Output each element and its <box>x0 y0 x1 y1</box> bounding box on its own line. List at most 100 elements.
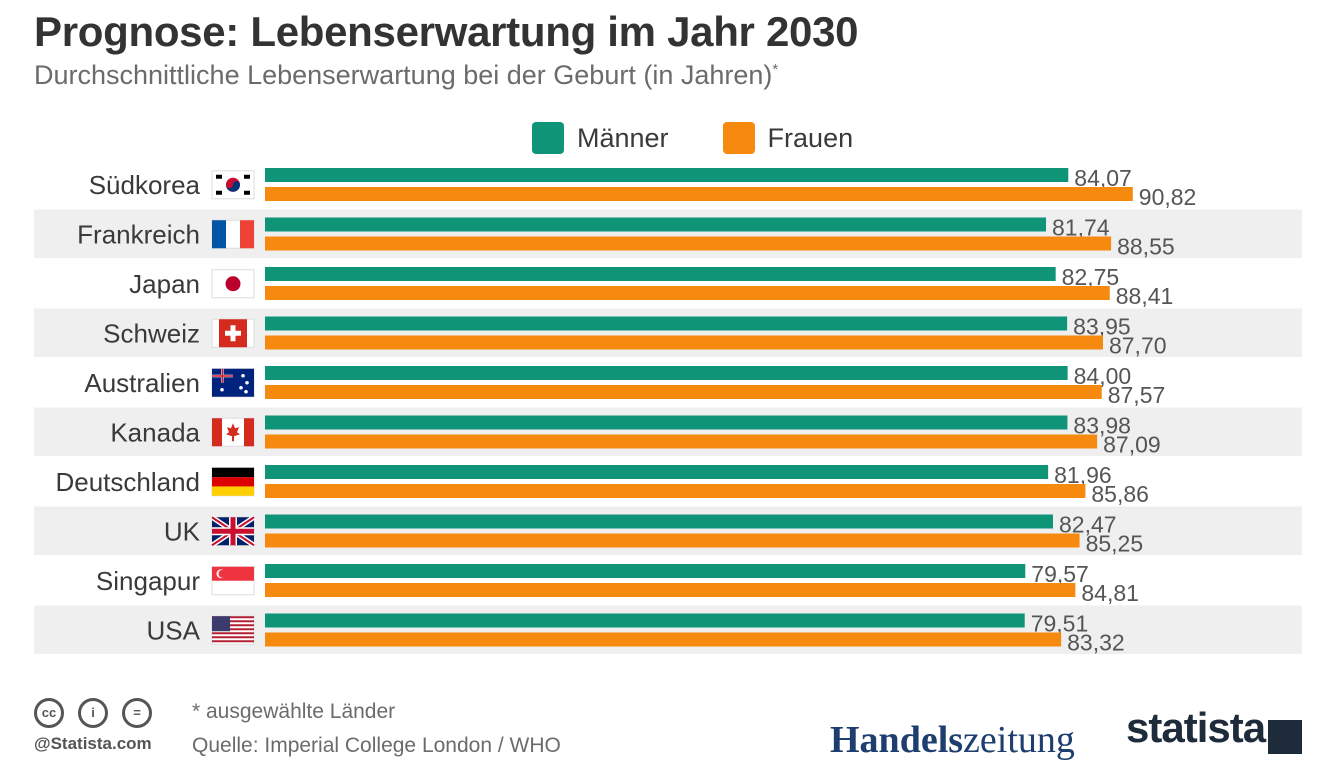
bar-frauen-schweiz <box>265 335 1103 350</box>
bar-label-maenner-kanada: 83,98 <box>1073 413 1131 439</box>
usa-flag-icon-stripe-0 <box>212 616 254 619</box>
bar-label-maenner-australien: 84,00 <box>1074 363 1132 389</box>
south-korea-flag-icon-trigram-3 <box>244 190 250 195</box>
australia-flag-icon-star-3 <box>239 385 243 390</box>
bar-frauen-deutschland <box>265 484 1086 498</box>
australia-flag-icon-star-1 <box>241 373 245 378</box>
handelszeitung-logo-bold: Handels <box>830 719 964 761</box>
handelszeitung-logo: Handelszeitung <box>830 718 1075 762</box>
japan-flag-icon-base <box>211 269 255 299</box>
footnote: * ausgewählte Länder <box>192 700 396 723</box>
germany-flag-icon-black <box>212 467 254 478</box>
uk-flag-icon <box>210 515 256 548</box>
switzerland-flag-icon-cross-h <box>225 330 241 336</box>
bar-label-maenner-usa: 79,51 <box>1031 611 1089 637</box>
bar-label-frauen-japan: 88,41 <box>1116 283 1174 309</box>
japan-flag-icon-sun <box>225 276 241 292</box>
south-korea-flag-icon-trigram-1 <box>244 174 250 179</box>
legend-item-maenner: Männer <box>532 122 669 154</box>
chart-title: Prognose: Lebenserwartung im Jahr 2030 <box>34 8 859 55</box>
cc-icon[interactable]: cc <box>34 698 64 728</box>
source-note: Quelle: Imperial College London / WHO <box>192 734 561 757</box>
usa-flag-icon-stripe-1 <box>212 620 254 623</box>
switzerland-flag-icon <box>211 318 255 348</box>
country-label-suedkorea: Südkorea <box>89 170 201 200</box>
bar-label-frauen-kanada: 87,09 <box>1103 432 1161 458</box>
bar-maenner-kanada <box>265 415 1068 430</box>
bar-maenner-deutschland <box>265 465 1049 479</box>
south-korea-flag-icon-trigram-0 <box>216 174 222 179</box>
bar-maenner-schweiz <box>265 316 1068 331</box>
country-label-schweiz: Schweiz <box>103 318 200 348</box>
bar-frauen-australien <box>265 385 1102 399</box>
bar-label-maenner-uk: 82,47 <box>1059 512 1117 538</box>
australia-flag-icon-union-v-red <box>221 368 223 383</box>
country-label-uk: UK <box>164 516 201 546</box>
legend-label-frauen: Frauen <box>767 122 854 153</box>
uk-flag-icon-cross-v-red <box>230 517 236 546</box>
usa-flag-icon <box>211 615 255 645</box>
singapore-flag-icon <box>211 566 255 596</box>
usa-flag-icon-stripe-4 <box>212 632 254 635</box>
country-label-japan: Japan <box>129 269 200 299</box>
statista-logo: statista <box>1126 704 1266 751</box>
canada-flag-icon-right <box>244 418 254 447</box>
bar-label-maenner-suedkorea: 84,07 <box>1074 165 1132 191</box>
statista-credit: @Statista.com <box>34 734 152 753</box>
bar-maenner-uk <box>265 514 1054 529</box>
footer: cc i = @Statista.com * ausgewählte Lände… <box>0 690 1335 761</box>
germany-flag-icon-red <box>212 477 254 487</box>
bar-maenner-suedkorea <box>265 168 1069 182</box>
canada-flag-icon <box>211 417 255 447</box>
by-icon[interactable]: i <box>78 698 108 728</box>
bar-label-frauen-singapur: 84,81 <box>1081 580 1139 606</box>
south-korea-flag-icon-circle-bottom <box>226 181 240 192</box>
south-korea-flag-icon <box>211 170 255 200</box>
bar-maenner-japan <box>265 267 1056 281</box>
bar-label-maenner-deutschland: 81,96 <box>1054 462 1112 488</box>
legend-label-maenner: Männer <box>577 122 669 153</box>
legend-swatch-maenner <box>532 122 564 154</box>
bar-frauen-japan <box>265 286 1110 300</box>
subtitle-footnote-marker: * <box>772 61 779 78</box>
bar-label-maenner-schweiz: 83,95 <box>1073 314 1131 340</box>
bar-label-frauen-australien: 87,57 <box>1108 382 1166 408</box>
bar-label-maenner-singapur: 79,57 <box>1031 561 1089 587</box>
country-label-deutschland: Deutschland <box>55 467 200 497</box>
country-label-kanada: Kanada <box>110 417 200 447</box>
country-label-frankreich: Frankreich <box>77 219 200 249</box>
bar-frauen-usa <box>265 632 1062 647</box>
singapore-flag-icon-moon-cut <box>218 569 227 578</box>
france-flag-icon-blue <box>212 220 226 249</box>
statista-logo-mark-icon <box>1268 720 1302 754</box>
chart-subtitle: Durchschnittliche Lebenserwartung bei de… <box>34 60 778 91</box>
handelszeitung-logo-rest: zeitung <box>963 719 1075 761</box>
bar-label-frauen-frankreich: 88,55 <box>1117 234 1175 260</box>
canada-flag-icon-left <box>212 418 222 447</box>
nd-icon[interactable]: = <box>122 698 152 728</box>
chart-legend: Männer Frauen <box>532 120 907 156</box>
australia-flag-icon-star-2 <box>245 380 249 385</box>
legend-swatch-frauen <box>722 122 755 154</box>
bar-maenner-australien <box>265 366 1068 380</box>
australia-flag-icon-star-4 <box>244 389 248 394</box>
bar-label-frauen-usa: 83,32 <box>1067 630 1125 656</box>
south-korea-flag-icon-trigram-2 <box>216 190 222 195</box>
bar-maenner-singapur <box>265 564 1026 578</box>
usa-flag-icon-stripe-3 <box>212 628 254 631</box>
france-flag-icon <box>211 219 255 249</box>
japan-flag-icon <box>211 269 255 299</box>
usa-flag-icon-canton <box>212 616 230 632</box>
france-flag-icon-red <box>240 220 254 249</box>
bar-label-frauen-suedkorea: 90,82 <box>1139 184 1197 210</box>
bar-maenner-frankreich <box>265 217 1047 232</box>
usa-flag-icon-stripe-5 <box>212 636 254 639</box>
germany-flag-icon-gold <box>212 486 254 496</box>
bar-label-frauen-uk: 85,25 <box>1086 531 1144 557</box>
bar-frauen-suedkorea <box>265 187 1133 201</box>
country-label-singapur: Singapur <box>96 566 200 596</box>
bar-label-frauen-schweiz: 87,70 <box>1109 333 1167 359</box>
legend-item-frauen: Frauen <box>722 122 854 154</box>
bar-frauen-uk <box>265 533 1080 548</box>
australia-flag-icon-star-0 <box>220 387 224 392</box>
